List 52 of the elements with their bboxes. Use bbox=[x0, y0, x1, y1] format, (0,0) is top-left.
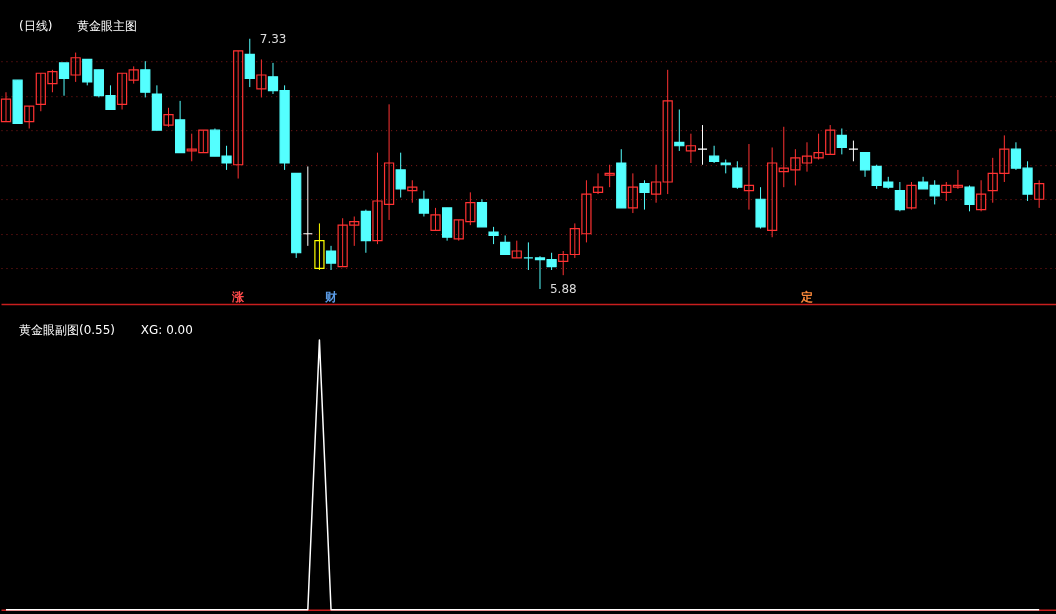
text: XG: 0.00 bbox=[140, 322, 193, 337]
text: 定 bbox=[799, 290, 813, 305]
candlestick bbox=[662, 69, 673, 195]
candlestick bbox=[407, 179, 418, 204]
candlestick bbox=[430, 207, 441, 231]
text: 财 bbox=[324, 290, 338, 305]
candlestick bbox=[0, 91, 12, 123]
chart-title: 黄金眼副图(0.55) bbox=[18, 322, 115, 337]
candlestick bbox=[836, 128, 847, 155]
candlestick bbox=[500, 234, 511, 256]
candlestick bbox=[523, 241, 534, 271]
candlestick bbox=[256, 58, 267, 98]
candlestick bbox=[976, 179, 987, 212]
candlestick bbox=[906, 181, 917, 211]
candlestick bbox=[709, 145, 720, 164]
candlestick bbox=[894, 181, 905, 212]
candlestick bbox=[732, 160, 743, 190]
candlestick bbox=[650, 164, 662, 204]
candlestick bbox=[604, 164, 615, 188]
candlestick bbox=[314, 222, 325, 271]
text: 涨 bbox=[231, 290, 246, 305]
candlestick bbox=[128, 65, 139, 85]
candlestick bbox=[58, 62, 70, 97]
candlestick bbox=[82, 58, 93, 86]
candlestick bbox=[627, 172, 638, 214]
candlestick bbox=[395, 152, 406, 199]
candlestick bbox=[70, 52, 81, 83]
candlestick bbox=[685, 133, 697, 164]
candlestick bbox=[116, 72, 128, 111]
candlestick bbox=[592, 172, 604, 195]
candlestick bbox=[325, 245, 337, 271]
candlestick bbox=[418, 190, 430, 218]
candlestick bbox=[697, 124, 708, 166]
candlestick bbox=[743, 143, 755, 211]
chart-subtitle: 黄金眼主图 bbox=[76, 19, 137, 34]
candlestick bbox=[140, 60, 151, 98]
candlestick bbox=[767, 146, 778, 238]
candlestick bbox=[952, 169, 964, 190]
candlestick bbox=[639, 179, 650, 211]
candlestick bbox=[24, 105, 35, 129]
candlestick bbox=[964, 184, 975, 212]
candlestick bbox=[163, 107, 174, 128]
annotation: 7.33 bbox=[259, 31, 287, 46]
candlestick bbox=[558, 250, 569, 276]
candlestick bbox=[848, 140, 859, 162]
candlestick bbox=[941, 181, 952, 202]
candlestick bbox=[1034, 179, 1045, 209]
annotation: 5.88 bbox=[549, 281, 577, 296]
candlestick bbox=[233, 50, 244, 180]
candlestick bbox=[929, 179, 940, 205]
chart-title: (日线) bbox=[18, 19, 53, 34]
candlestick bbox=[302, 165, 313, 247]
